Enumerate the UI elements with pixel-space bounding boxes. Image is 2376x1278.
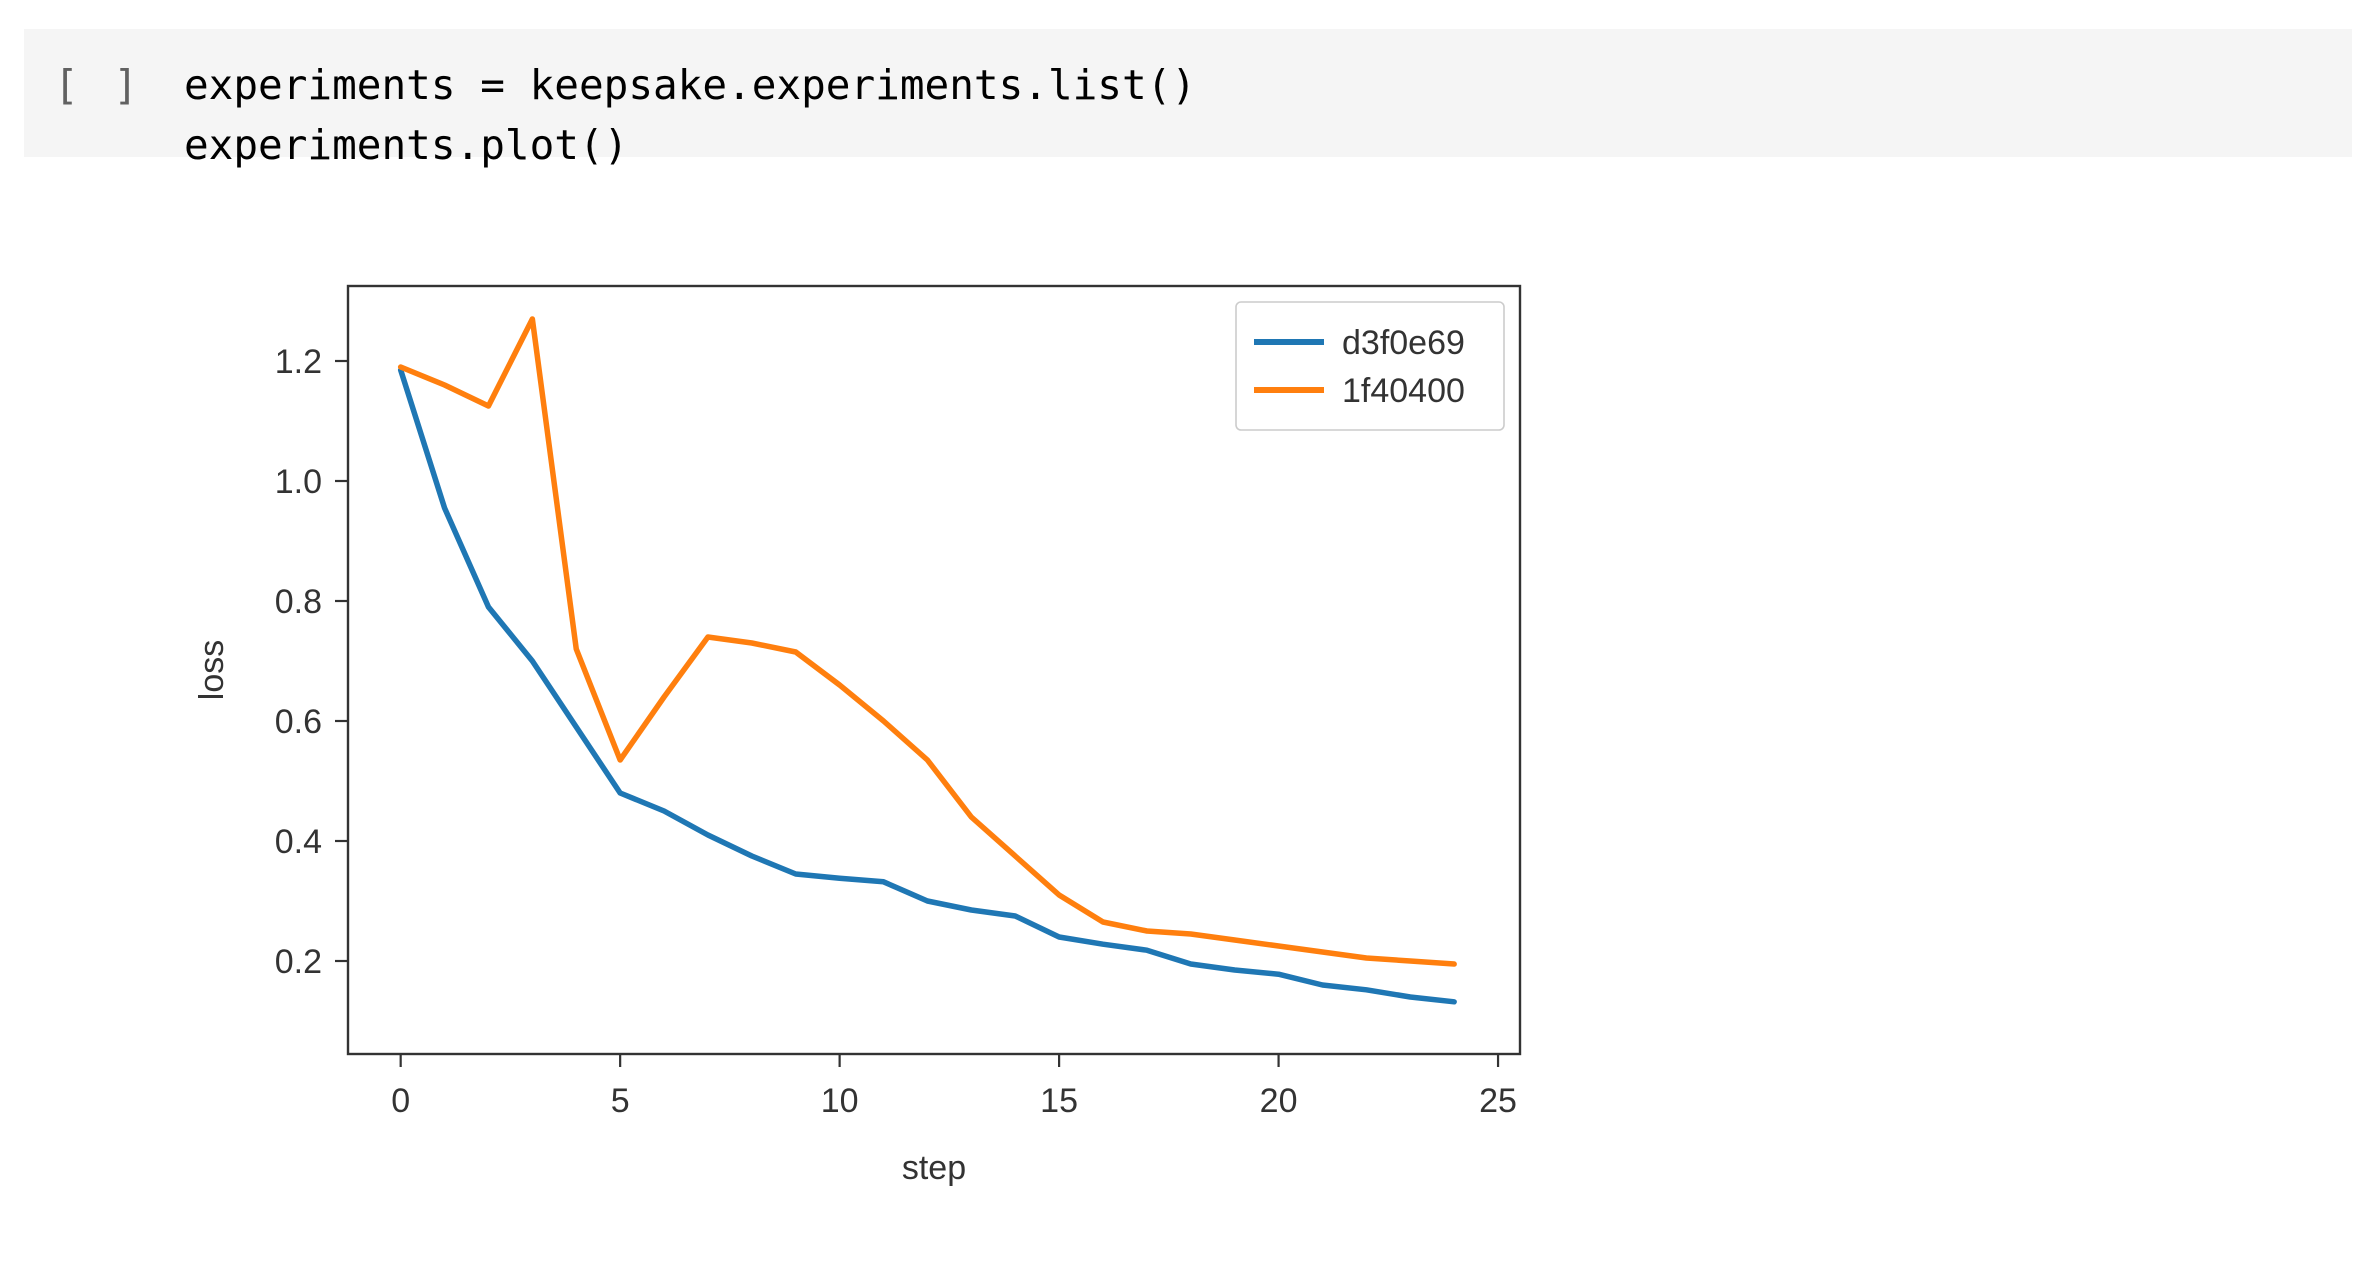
x-axis-ticks [399,1054,1500,1067]
loss-vs-step-line-chart: 0 5 10 15 20 25 0.20.40.60.81.01.2 step loss … [193,284,1522,1187]
x-tick-label: 10 [821,1082,859,1120]
x-tick-label: 20 [1260,1082,1298,1120]
x-tick-label: 25 [1479,1082,1517,1120]
x-tick-label: 0 [391,1082,410,1120]
series-line-1f40400 [397,316,1457,967]
y-tick-label: 0.6 [275,703,322,741]
y-tick-label: 0.8 [275,583,322,621]
y-tick-label: 0.4 [275,823,322,861]
y-tick-label: 1.0 [275,463,322,501]
chart-legend[interactable]: d3f0e69 1f40400 [1235,301,1505,431]
code-cell[interactable]: [ ] experiments = keepsake.experiments.l… [24,29,2352,169]
code-editor[interactable]: experiments = keepsake.experiments.list(… [166,55,1196,175]
series-lines [397,316,1457,1005]
y-axis-label: loss [193,640,231,700]
x-axis-label: step [902,1149,966,1187]
y-tick-label: 0.2 [275,943,322,981]
x-axis-tick-labels: 0 5 10 15 20 25 [391,1082,1517,1120]
series-line-d3f0e69 [397,367,1457,1005]
legend-label-1f40400: 1f40400 [1342,372,1465,410]
y-tick-label: 1.2 [275,343,322,381]
cell-run-prompt[interactable]: [ ] [54,61,144,109]
y-axis-tick-labels: 0.2 0.4 0.6 0.8 1.0 1.2 [275,343,322,981]
y-axis-ticks [335,359,348,963]
chart-output: 0 5 10 15 20 25 0.2 0.4 0.6 0.8 1.0 1.2 step loss … [0,180,2376,1220]
code-line-1: experiments = keepsake.experiments.list(… [184,61,1197,109]
x-tick-label: 5 [611,1082,630,1120]
legend-box [1235,301,1505,431]
legend-label-d3f0e69: d3f0e69 [1342,324,1465,362]
x-tick-label: 15 [1040,1082,1078,1120]
code-line-2: experiments.plot() [184,121,629,169]
code-cell-inner: [ ] experiments = keepsake.experiments.l… [54,55,1196,175]
